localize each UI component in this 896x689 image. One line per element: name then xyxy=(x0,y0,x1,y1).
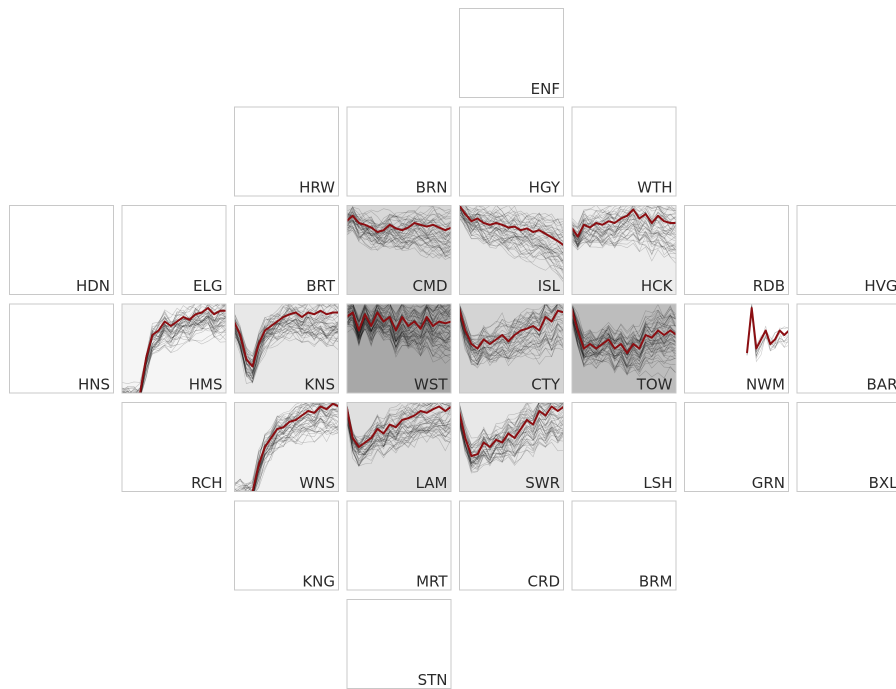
cell-label: WST xyxy=(414,376,448,394)
cell-label: BRM xyxy=(639,573,673,591)
cell-brt: BRT xyxy=(235,206,339,296)
cell-label: NWM xyxy=(746,376,785,394)
cell-mrt: MRT xyxy=(347,501,451,591)
cell-label: HCK xyxy=(641,277,674,295)
cell-label: STN xyxy=(418,671,448,689)
cell-label: ISL xyxy=(538,277,561,295)
cell-label: BRT xyxy=(306,277,336,295)
cell-swr: SWR xyxy=(459,402,564,492)
cell-label: ELG xyxy=(193,277,222,295)
cell-label: LSH xyxy=(643,474,672,492)
cell-label: HMS xyxy=(189,376,223,394)
cell-wth: WTH xyxy=(572,107,676,197)
cell-label: HDN xyxy=(76,277,110,295)
cell-label: CMD xyxy=(413,277,448,295)
cell-hck: HCK xyxy=(572,205,677,295)
cell-label: GRN xyxy=(752,474,785,492)
cell-label: WTH xyxy=(637,179,672,197)
cell-label: CTY xyxy=(531,376,561,394)
cell-kns: KNS xyxy=(234,304,339,394)
cell-hrw: HRW xyxy=(235,107,339,197)
cell-elg: ELG xyxy=(122,206,226,296)
cell-label: CRD xyxy=(528,573,560,591)
cell-brm: BRM xyxy=(572,501,676,591)
cell-hdn: HDN xyxy=(10,206,114,296)
cell-isl: ISL xyxy=(459,205,564,295)
cell-kng: KNG xyxy=(235,501,339,591)
cell-wns: WNS xyxy=(234,402,339,497)
cell-label: RDB xyxy=(753,277,785,295)
cell-label: HGY xyxy=(529,179,561,197)
cell-label: SWR xyxy=(525,474,560,492)
cell-label: BAR xyxy=(867,376,896,394)
cell-tow: TOW xyxy=(572,304,677,394)
cell-hms: HMS xyxy=(122,304,227,399)
cell-label: WNS xyxy=(299,474,335,492)
cell-label: RCH xyxy=(191,474,222,492)
cell-rch: RCH xyxy=(122,403,226,493)
cell-nwm: NWM xyxy=(684,304,789,394)
cell-bar: BAR xyxy=(797,304,896,394)
cell-label: ENF xyxy=(531,80,560,98)
cell-brn: BRN xyxy=(347,107,451,197)
cell-wst: WST xyxy=(347,304,452,394)
cell-bxl: BXL xyxy=(797,403,896,493)
cell-lam: LAM xyxy=(347,402,452,492)
cell-cty: CTY xyxy=(459,304,564,394)
cell-rdb: RDB xyxy=(685,206,789,296)
cell-label: LAM xyxy=(416,474,448,492)
cells-layer: ENF HRW BRN HGY WTH HDN ELG BRT CMD ISL HCK RDB HVG H… xyxy=(10,9,896,689)
cell-stn: STN xyxy=(347,600,451,689)
cell-hns: HNS xyxy=(10,304,114,394)
cell-label: TOW xyxy=(636,376,673,394)
cell-label: BXL xyxy=(869,474,896,492)
cell-crd: CRD xyxy=(460,501,564,591)
cell-label: MRT xyxy=(416,573,448,591)
cell-label: HNS xyxy=(78,376,110,394)
cell-label: KNG xyxy=(302,573,335,591)
cell-label: BRN xyxy=(416,179,448,197)
cell-hvg: HVG xyxy=(797,206,896,296)
cell-label: KNS xyxy=(304,376,335,394)
cell-label: HVG xyxy=(864,277,896,295)
cell-hgy: HGY xyxy=(460,107,564,197)
cell-cmd: CMD xyxy=(347,205,452,295)
cell-label: HRW xyxy=(299,179,335,197)
cell-enf: ENF xyxy=(460,9,564,99)
cell-lsh: LSH xyxy=(572,403,676,493)
cell-grn: GRN xyxy=(685,403,789,493)
